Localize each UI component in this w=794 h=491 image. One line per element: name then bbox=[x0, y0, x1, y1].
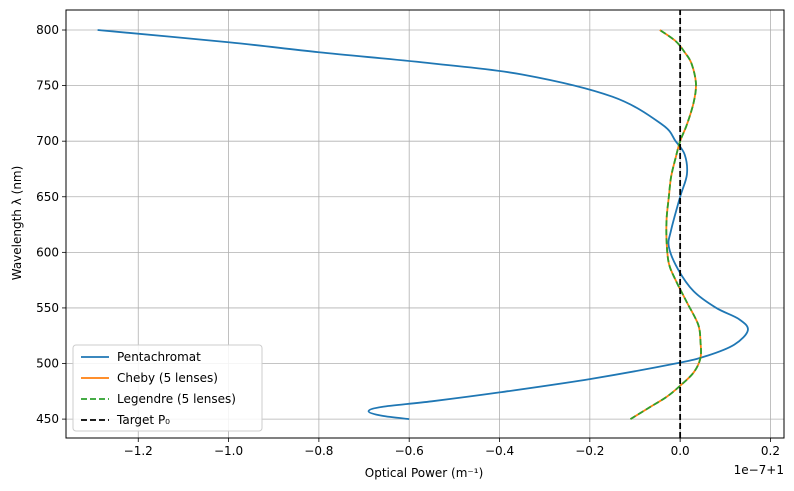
x-tick-label: −0.6 bbox=[395, 444, 424, 458]
y-tick-label: 750 bbox=[36, 79, 59, 93]
x-tick-label: −0.8 bbox=[304, 444, 333, 458]
legend-label: Legendre (5 lenses) bbox=[117, 392, 236, 406]
y-tick-label: 550 bbox=[36, 301, 59, 315]
legend: Pentachromat Cheby (5 lenses) Legendre (5 … bbox=[72, 344, 263, 432]
y-tick-label: 450 bbox=[36, 412, 59, 426]
y-tick-label: 800 bbox=[36, 23, 59, 37]
y-tick-label: 700 bbox=[36, 134, 59, 148]
legend-box bbox=[72, 344, 263, 432]
x-tick-label: −1.0 bbox=[214, 444, 243, 458]
series-line-pentachromat bbox=[97, 29, 749, 420]
series-lines bbox=[97, 10, 749, 438]
x-tick-label: 0.2 bbox=[761, 444, 780, 458]
x-tick-label: −0.2 bbox=[575, 444, 604, 458]
plot-frame bbox=[65, 9, 785, 439]
ticks: −1.2 −1.0 −0.8 −0.6 −0.4 −0.2 0.0 0.2 450 500 550 6… bbox=[36, 23, 780, 458]
x-tick-label: −0.4 bbox=[485, 444, 514, 458]
legend-label: Pentachromat bbox=[117, 350, 201, 364]
legend-label: Cheby (5 lenses) bbox=[117, 371, 218, 385]
y-tick-label: 650 bbox=[36, 190, 59, 204]
x-offset-label: 1e−7+1 bbox=[734, 463, 784, 477]
legend-label: Target P₀ bbox=[116, 413, 170, 427]
y-tick-label: 600 bbox=[36, 245, 59, 259]
series-line-legendre-5-lenses bbox=[629, 29, 702, 420]
y-axis-label: Wavelength λ (nm) bbox=[10, 166, 24, 281]
x-tick-label: −1.2 bbox=[124, 444, 153, 458]
y-tick-label: 500 bbox=[36, 357, 59, 371]
x-tick-label: 0.0 bbox=[671, 444, 690, 458]
x-axis-label: Optical Power (m⁻¹) bbox=[365, 466, 484, 480]
